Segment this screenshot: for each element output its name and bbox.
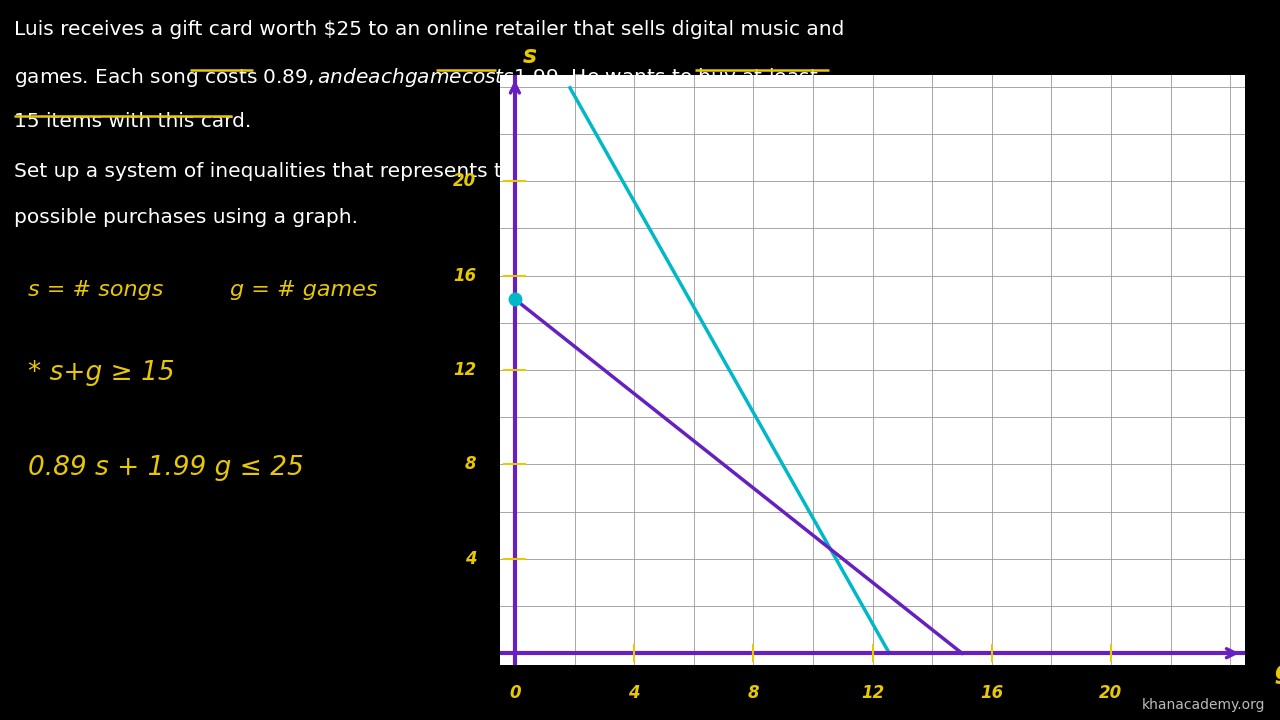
Text: Set up a system of inequalities that represents this scenario, and identify the : Set up a system of inequalities that rep… <box>14 162 886 181</box>
Text: 20: 20 <box>453 172 476 190</box>
Text: 16: 16 <box>453 266 476 284</box>
Text: games. Each song costs $0.89, and each game costs $1.99. He wants to buy at leas: games. Each song costs $0.89, and each g… <box>14 66 818 89</box>
Text: 0.89 s + 1.99 g ≤ 25: 0.89 s + 1.99 g ≤ 25 <box>28 455 303 481</box>
Text: 20: 20 <box>1100 684 1123 702</box>
Text: khanacademy.org: khanacademy.org <box>1142 698 1265 712</box>
Text: 4: 4 <box>465 550 476 568</box>
Text: 12: 12 <box>453 361 476 379</box>
Text: g = # games: g = # games <box>230 280 378 300</box>
Text: 8: 8 <box>748 684 759 702</box>
Text: 4: 4 <box>628 684 640 702</box>
Text: possible purchases using a graph.: possible purchases using a graph. <box>14 208 358 227</box>
Text: 0: 0 <box>509 684 521 702</box>
Text: g: g <box>1275 660 1280 684</box>
Text: * s+g ≥ 15: * s+g ≥ 15 <box>28 360 174 386</box>
Text: 12: 12 <box>861 684 884 702</box>
Text: s = # songs: s = # songs <box>28 280 164 300</box>
Text: Luis receives a gift card worth $25 to an online retailer that sells digital mus: Luis receives a gift card worth $25 to a… <box>14 20 845 39</box>
Text: 8: 8 <box>465 455 476 474</box>
Text: s: s <box>522 44 536 68</box>
Text: 15 items with this card.: 15 items with this card. <box>14 112 251 131</box>
Text: 16: 16 <box>980 684 1004 702</box>
